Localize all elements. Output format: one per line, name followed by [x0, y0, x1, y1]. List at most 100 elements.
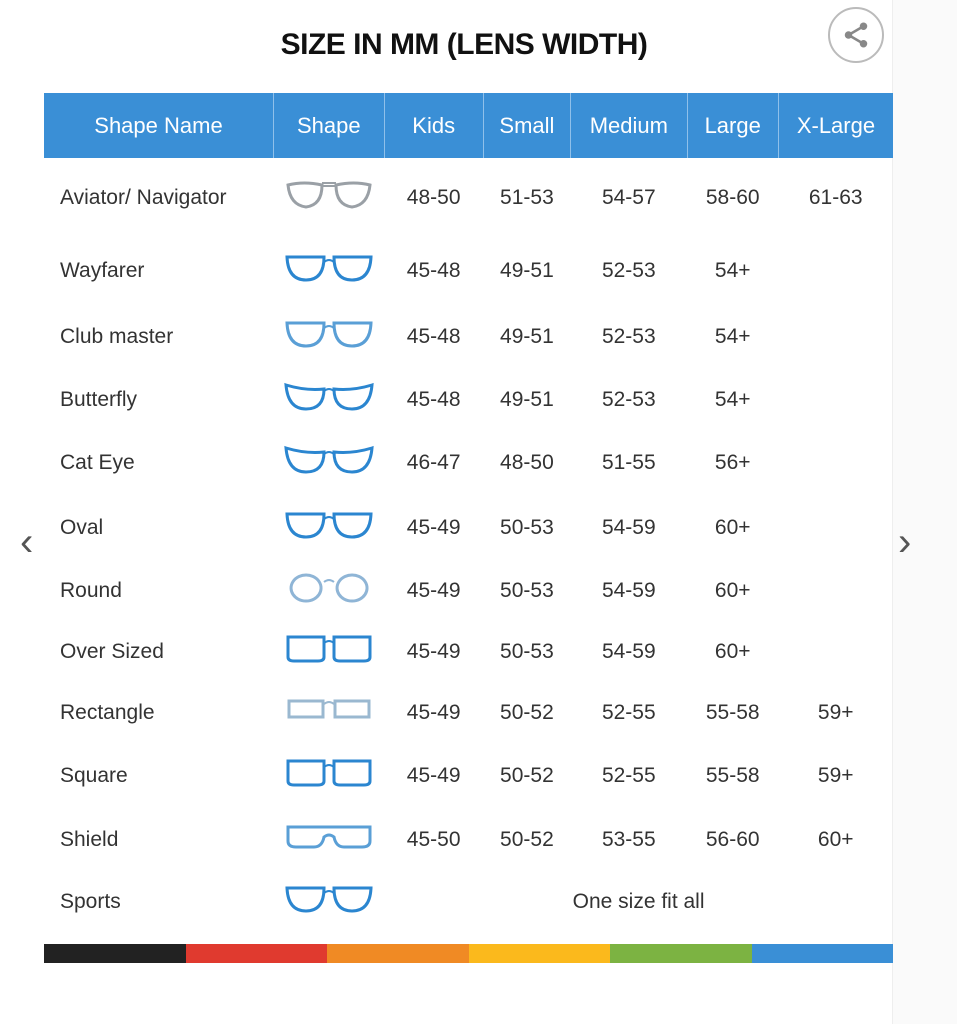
size-xlarge — [778, 369, 893, 430]
size-table: Shape Name Shape Kids Small Medium Large… — [44, 93, 893, 932]
size-large: 60+ — [714, 639, 751, 663]
col-kids: Kids — [383, 93, 484, 158]
table-row: Cat Eye 46-47 48-50 51-55 56+ — [44, 430, 893, 495]
color-stripe — [44, 944, 893, 963]
sports-glasses-icon — [273, 872, 384, 932]
size-kids: 45-50 — [406, 828, 461, 851]
table-row: Oval 45-49 50-53 54-59 60+ — [44, 495, 893, 560]
cateye-glasses-icon — [273, 430, 384, 495]
table-row: Club master 45-48 49-51 52-53 54+ — [44, 304, 893, 369]
stripe-segment — [44, 944, 186, 963]
table-row: Round 45-49 50-53 54-59 60+ — [44, 560, 893, 621]
aviator-glasses-icon — [273, 158, 384, 238]
share-icon — [844, 22, 868, 48]
stripe-segment — [610, 944, 752, 963]
col-large: Large — [686, 93, 779, 158]
size-xlarge — [778, 430, 893, 495]
size-small: 50-52 — [500, 763, 554, 787]
size-kids: 45-48 — [406, 259, 461, 282]
table-row: Butterfly 45-48 49-51 52-53 54+ — [44, 369, 893, 430]
size-xlarge — [778, 304, 893, 369]
butterfly-glasses-icon — [273, 369, 384, 430]
size-large: 60+ — [714, 578, 751, 602]
size-xlarge — [778, 560, 893, 621]
size-small: 50-52 — [500, 828, 554, 851]
size-large: 54+ — [714, 259, 751, 282]
size-medium: 52-55 — [601, 700, 656, 724]
oversized-glasses-icon — [273, 621, 384, 682]
size-small: 50-53 — [500, 639, 554, 663]
size-small: 48-50 — [500, 450, 554, 474]
size-xlarge — [778, 495, 893, 560]
size-small: 49-51 — [500, 259, 554, 282]
table-row: Rectangle 45-49 50-52 52-55 55-58 59+ — [44, 682, 893, 743]
next-chevron-icon[interactable]: › — [898, 520, 912, 564]
size-kids: 45-49 — [406, 700, 461, 724]
shape-name: Square — [60, 763, 128, 787]
table-row: Aviator/ Navigator 48-50 51-53 54-57 58-60 61… — [44, 158, 893, 238]
shape-name: Aviator/ Navigator — [60, 186, 227, 209]
shape-name: Sports — [60, 890, 121, 913]
size-small: 50-52 — [500, 700, 554, 724]
table-row: Over Sized 45-49 50-53 54-59 60+ — [44, 621, 893, 682]
size-kids: 45-49 — [406, 639, 461, 663]
stripe-segment — [185, 944, 327, 963]
table-row: Wayfarer 45-48 49-51 52-53 54+ — [44, 238, 893, 304]
size-kids: 45-49 — [406, 578, 461, 602]
size-large: 55-58 — [705, 700, 760, 724]
prev-chevron-icon[interactable]: ‹ — [20, 520, 34, 564]
shape-name: Round — [60, 578, 122, 602]
size-medium: 54-59 — [601, 639, 656, 663]
table-row: Shield 45-50 50-52 53-55 56-60 60+ — [44, 808, 893, 872]
shape-name: Wayfarer — [60, 259, 145, 282]
size-small: 49-51 — [500, 324, 554, 348]
size-small: 49-51 — [500, 387, 554, 411]
wayfarer-glasses-icon — [273, 238, 384, 304]
size-medium: 54-59 — [601, 578, 656, 602]
shape-name: Rectangle — [60, 700, 155, 724]
size-large: 56+ — [714, 450, 751, 474]
table-row: Square 45-49 50-52 52-55 55-58 59+ — [44, 743, 893, 808]
rectangle-glasses-icon — [273, 682, 384, 743]
size-kids: 45-49 — [406, 515, 461, 539]
size-kids: 45-49 — [406, 763, 461, 787]
size-large: 56-60 — [705, 828, 760, 851]
size-xlarge: 60+ — [817, 828, 854, 851]
size-large: 54+ — [714, 387, 751, 411]
round-glasses-icon — [273, 560, 384, 621]
size-kids: 45-48 — [406, 387, 461, 411]
size-large: 54+ — [714, 324, 751, 348]
shape-name: Shield — [60, 828, 119, 851]
shape-name: Over Sized — [60, 639, 164, 663]
square-glasses-icon — [273, 743, 384, 808]
size-xlarge: 59+ — [817, 763, 854, 787]
stripe-segment — [751, 944, 893, 963]
size-xlarge — [778, 621, 893, 682]
size-large: 60+ — [714, 515, 751, 539]
table-row: Sports One size fit all — [44, 872, 893, 932]
page-edge — [892, 0, 957, 1024]
size-kids: 46-47 — [406, 450, 461, 474]
share-button[interactable] — [828, 7, 884, 63]
size-medium: 54-59 — [601, 515, 656, 539]
stripe-segment — [327, 944, 469, 963]
size-xlarge — [778, 238, 893, 304]
size-small: 50-53 — [500, 578, 554, 602]
size-xlarge: 59+ — [817, 700, 854, 724]
size-medium: 52-53 — [601, 259, 656, 282]
col-shape-name: Shape Name — [44, 93, 274, 158]
size-small: 51-53 — [500, 186, 554, 209]
oval-glasses-icon — [273, 495, 384, 560]
shape-name: Butterfly — [60, 387, 138, 411]
stripe-segment — [468, 944, 610, 963]
col-small: Small — [482, 93, 571, 158]
size-medium: 52-53 — [601, 387, 656, 411]
size-medium: 51-55 — [601, 450, 656, 474]
size-note: One size fit all — [572, 890, 705, 913]
size-kids: 45-48 — [406, 324, 461, 348]
size-kids: 48-50 — [406, 186, 461, 209]
table-header: Shape Name Shape Kids Small Medium Large… — [44, 93, 893, 158]
size-medium: 52-55 — [601, 763, 656, 787]
page-title: SIZE IN MM (LENS WIDTH) — [280, 28, 648, 61]
clubmaster-glasses-icon — [273, 304, 384, 369]
